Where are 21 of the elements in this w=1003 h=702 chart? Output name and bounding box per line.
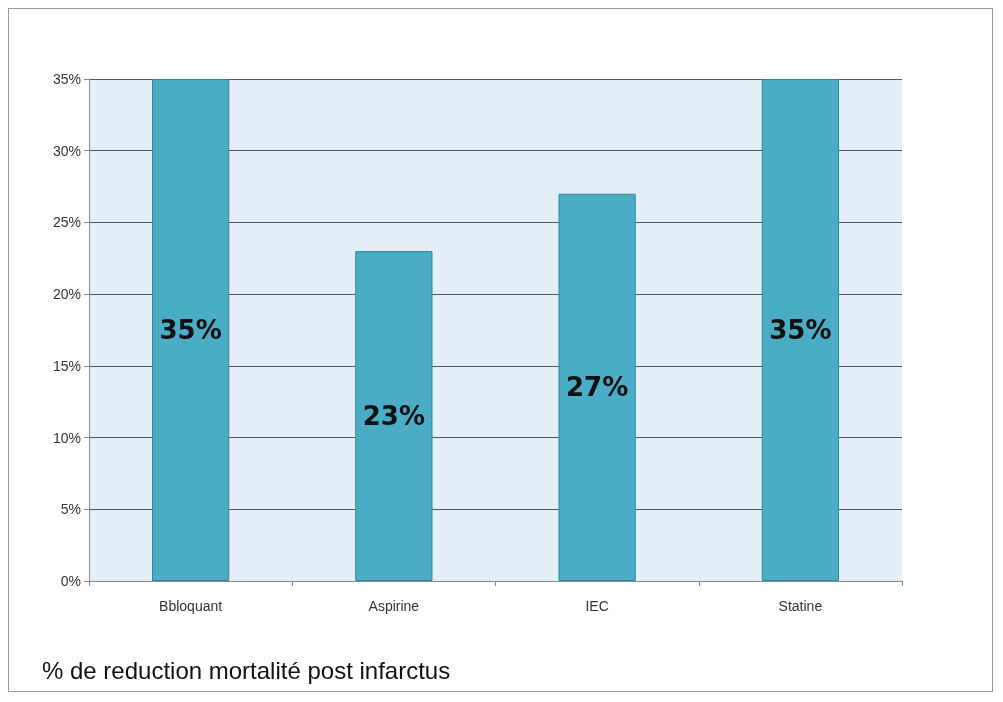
bar <box>152 79 230 581</box>
bar <box>761 79 839 581</box>
bar <box>355 251 433 581</box>
text: % de reduction mortalité post infarctus <box>42 656 451 684</box>
y-tick-label: 10% <box>52 429 81 446</box>
x-tick-label: Aspirine <box>368 598 420 614</box>
y-tick-label: 20% <box>52 286 81 303</box>
bar <box>558 193 636 581</box>
y-tick-label: 5% <box>60 501 81 518</box>
y-tick-label: 35% <box>52 71 81 87</box>
y-tick-label: 0% <box>60 573 81 589</box>
x-tick-label: Statine <box>778 598 823 614</box>
x-tick-label: Bbloquant <box>159 598 223 614</box>
y-tick-label: 15% <box>52 357 81 374</box>
y-tick-label: 25% <box>52 214 81 231</box>
data-label: 23% <box>362 401 425 432</box>
y-tick-label: 30% <box>52 142 81 159</box>
data-label: 27% <box>566 372 629 403</box>
x-tick-label: IEC <box>585 598 609 614</box>
data-label: 35% <box>159 315 222 345</box>
data-label: 35% <box>769 315 832 345</box>
